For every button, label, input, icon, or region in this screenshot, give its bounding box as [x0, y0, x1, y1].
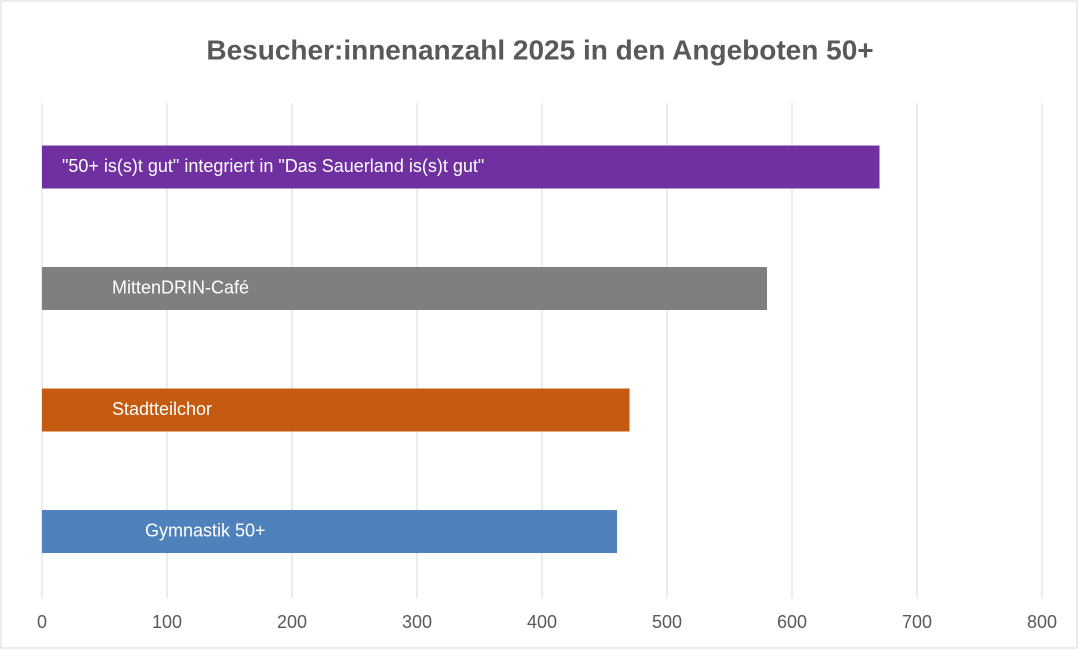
x-tick-label: 600	[777, 612, 807, 632]
category-label: MittenDRIN-Café	[112, 277, 249, 297]
category-label: "50+ is(s)t gut" integriert in "Das Saue…	[62, 156, 484, 176]
x-tick-label: 300	[402, 612, 432, 632]
bar	[42, 145, 880, 189]
x-tick-label: 200	[277, 612, 307, 632]
x-tick-label: 100	[152, 612, 182, 632]
bar	[42, 388, 630, 432]
x-tick-label: 700	[902, 612, 932, 632]
category-label: Stadtteilchor	[112, 399, 212, 419]
bar	[42, 267, 767, 310]
chart-title: Besucher:innenanzahl 2025 in den Angebot…	[206, 34, 873, 65]
x-tick-label: 0	[37, 612, 47, 632]
x-tick-label: 500	[652, 612, 682, 632]
x-tick-label: 800	[1027, 612, 1057, 632]
x-tick-label: 400	[527, 612, 557, 632]
category-label: Gymnastik 50+	[145, 520, 266, 540]
bar	[42, 510, 617, 553]
